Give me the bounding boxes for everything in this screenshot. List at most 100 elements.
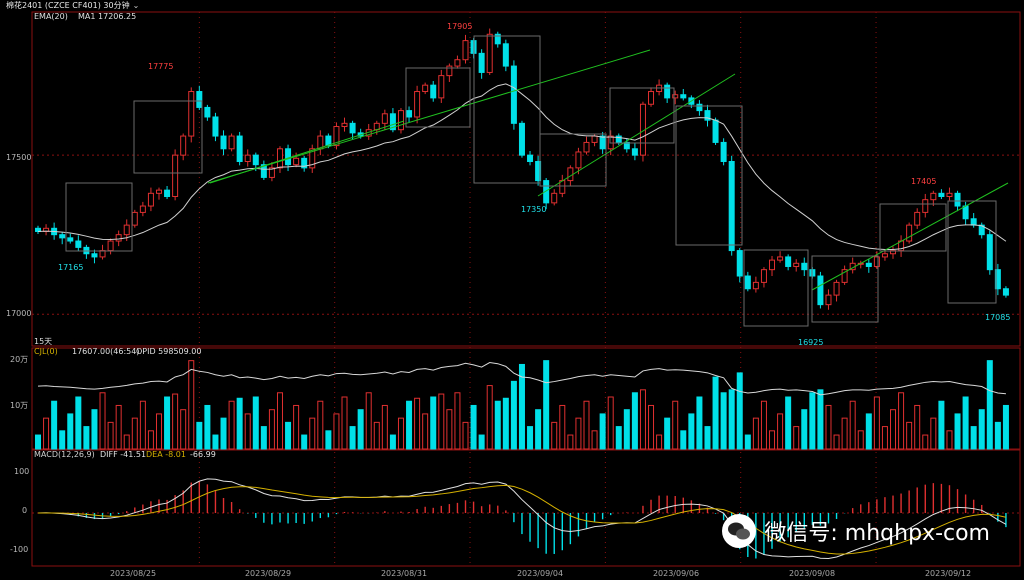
volume-bar — [873, 396, 880, 450]
volume-bar — [970, 426, 977, 450]
volume-bar — [147, 430, 154, 450]
candle — [575, 151, 582, 169]
candle — [204, 106, 211, 118]
candle — [446, 65, 453, 77]
volume-bar — [760, 400, 767, 450]
candle — [914, 211, 921, 226]
range-box — [65, 182, 133, 252]
volume-bar — [228, 400, 235, 450]
volume-bar — [1002, 404, 1009, 450]
candle — [381, 113, 388, 124]
candle — [728, 161, 735, 252]
volume-bar — [881, 426, 888, 450]
candle — [535, 161, 542, 182]
candle — [752, 281, 759, 290]
candle — [75, 240, 82, 248]
candle — [567, 167, 574, 182]
candle — [672, 94, 679, 99]
high-annotation: 17405 — [911, 177, 937, 186]
candle — [91, 253, 98, 258]
volume-bar — [164, 396, 171, 450]
candle — [188, 91, 195, 137]
volume-bar — [890, 409, 897, 450]
candle — [962, 205, 969, 220]
trend-line — [537, 73, 736, 197]
candle — [801, 262, 808, 271]
volume-bar — [527, 426, 534, 450]
volume-bar — [341, 396, 348, 450]
volume-bar — [583, 400, 590, 450]
period-selector[interactable]: 30分钟 — [103, 1, 130, 10]
range-box — [133, 100, 203, 174]
volume-bar — [559, 404, 566, 450]
candle — [268, 167, 275, 178]
volume-bar — [680, 430, 687, 450]
candle — [648, 91, 655, 105]
volume-bar — [285, 421, 292, 450]
volume-bar — [575, 417, 582, 450]
volume-bar — [712, 376, 719, 450]
candle — [276, 148, 283, 169]
candle — [817, 275, 824, 306]
volume-bar — [107, 421, 114, 450]
volume-bar — [720, 392, 727, 450]
volume-bar — [220, 417, 227, 450]
candle — [212, 116, 219, 137]
volume-bar — [906, 421, 913, 450]
title-bar: 棉花2401 (CZCE CF401) 30分钟 ⌄ — [0, 0, 1024, 12]
chevron-down-icon[interactable]: ⌄ — [132, 1, 140, 10]
volume-bar — [172, 393, 179, 450]
candle — [712, 119, 719, 143]
volume-bar — [430, 396, 437, 450]
volume-bar — [35, 434, 41, 450]
volume-bar — [43, 417, 50, 450]
volume-bar — [91, 409, 98, 450]
candle — [720, 141, 727, 163]
candle — [769, 259, 776, 271]
volume-bar — [115, 404, 122, 450]
candle — [906, 224, 913, 242]
candle — [155, 189, 162, 194]
candle — [164, 189, 171, 197]
wechat-icon — [722, 514, 757, 548]
candle — [180, 135, 187, 156]
volume-bar — [155, 413, 162, 450]
volume-bar — [373, 421, 380, 450]
volume-bar — [293, 404, 300, 450]
candle — [478, 52, 485, 73]
volume-bar — [357, 409, 364, 450]
high-annotation: 17905 — [447, 22, 473, 31]
candle — [196, 91, 203, 108]
volume-bar — [833, 434, 840, 450]
volume-bar — [785, 396, 792, 450]
candle — [252, 154, 259, 166]
macd-tick-100: 100 — [14, 467, 30, 476]
candle — [244, 154, 251, 163]
volume-bar — [994, 421, 1001, 450]
ma-label: MA1 17206.25 — [78, 12, 137, 21]
volume-bar — [567, 434, 574, 450]
candle — [115, 234, 122, 242]
candle — [543, 180, 550, 204]
candle — [825, 294, 832, 306]
candle — [454, 59, 461, 67]
candle — [123, 224, 130, 236]
volume-bar — [470, 404, 477, 450]
candle — [99, 250, 106, 258]
volume-bar — [898, 392, 905, 450]
macd-diff: DIFF -41.51 — [100, 450, 147, 459]
candle — [680, 94, 687, 99]
candle — [67, 237, 74, 242]
candle — [147, 192, 154, 207]
volume-tick-10w: 10万 — [10, 401, 29, 410]
candle — [793, 262, 800, 267]
date-label: 2023/09/04 — [516, 569, 564, 578]
candle — [260, 164, 267, 178]
candle — [510, 65, 517, 124]
volume-bar — [260, 426, 267, 450]
volume-bar — [397, 417, 404, 450]
date-label: 2023/08/29 — [244, 569, 292, 578]
volume-bar — [212, 434, 219, 450]
trend-line — [811, 182, 1009, 291]
